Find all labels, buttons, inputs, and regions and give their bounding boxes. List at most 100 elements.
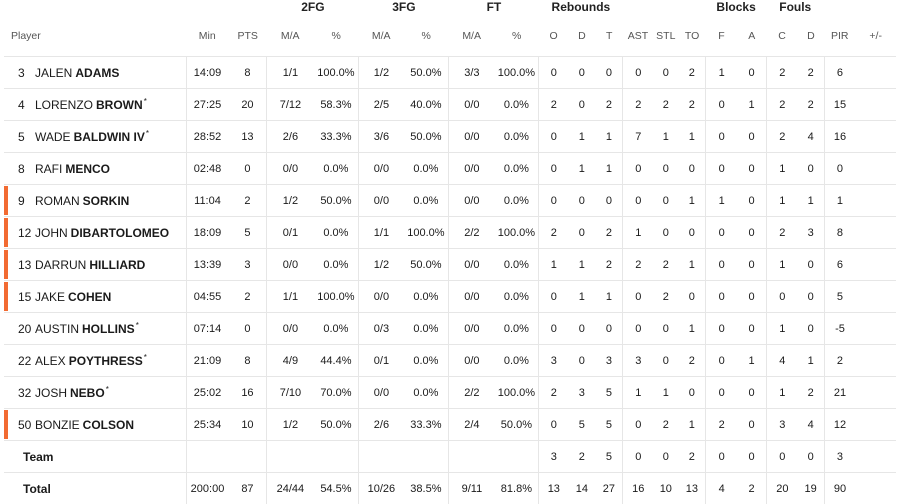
stat-fg2-pct: 100.0% bbox=[313, 281, 359, 313]
player-last-name[interactable]: DIBARTOLOMEO bbox=[71, 226, 169, 240]
player-last-name[interactable]: COLSON bbox=[83, 418, 134, 432]
col-blk-f[interactable]: F bbox=[706, 16, 737, 57]
stat-min: 18:09 bbox=[186, 217, 228, 249]
player-last-name[interactable]: HILLIARD bbox=[89, 258, 145, 272]
col-3fg-ma[interactable]: M/A bbox=[359, 16, 403, 57]
stat-blk-f: 4 bbox=[706, 473, 737, 504]
player-first-name: JALEN bbox=[35, 66, 72, 80]
col-2fg-ma[interactable]: M/A bbox=[267, 16, 314, 57]
stat-pts: 10 bbox=[228, 409, 266, 441]
player-last-name[interactable]: SORKIN bbox=[83, 194, 130, 208]
player-last-name[interactable]: COHEN bbox=[68, 290, 111, 304]
stat-ft-ma: 0/0 bbox=[449, 313, 495, 345]
stat-to: 1 bbox=[678, 121, 705, 153]
stat-ft-pct: 0.0% bbox=[494, 281, 539, 313]
group-rebounds: Rebounds bbox=[539, 0, 623, 16]
col-ft-ma[interactable]: M/A bbox=[449, 16, 495, 57]
player-last-name[interactable]: POYTHRESS bbox=[69, 354, 143, 368]
stat-pir: 90 bbox=[824, 473, 855, 504]
col-reb-t[interactable]: T bbox=[596, 16, 623, 57]
stat-blk-a: 0 bbox=[737, 57, 766, 89]
stat-foul-d: 2 bbox=[798, 89, 824, 121]
stat-fg2-ma: 7/12 bbox=[267, 89, 314, 121]
stat-pir: 3 bbox=[824, 441, 855, 473]
col-pir[interactable]: PIR bbox=[824, 16, 855, 57]
col-reb-d[interactable]: D bbox=[568, 16, 595, 57]
col-foul-c[interactable]: C bbox=[766, 16, 797, 57]
col-3fg-pct[interactable]: % bbox=[403, 16, 449, 57]
player-last-name[interactable]: NEBO bbox=[70, 386, 105, 400]
stat-fg2-ma: 0/0 bbox=[267, 249, 314, 281]
col-to[interactable]: TO bbox=[678, 16, 705, 57]
player-last-name[interactable]: BALDWIN IV bbox=[74, 130, 145, 144]
stat-ast: 0 bbox=[623, 313, 653, 345]
col-blk-a[interactable]: A bbox=[737, 16, 766, 57]
stat-stl: 10 bbox=[653, 473, 678, 504]
player-number: 22 bbox=[18, 354, 32, 368]
stat-ft-pct: 0.0% bbox=[494, 185, 539, 217]
stat-fg2-pct: 44.4% bbox=[313, 345, 359, 377]
col-2fg-pct[interactable]: % bbox=[313, 16, 359, 57]
stat-foul-c: 2 bbox=[766, 57, 797, 89]
stat-ft-pct: 0.0% bbox=[494, 153, 539, 185]
col-player[interactable]: Player bbox=[4, 16, 186, 57]
stat-ft-ma: 0/0 bbox=[449, 153, 495, 185]
stat-reb-t: 5 bbox=[596, 377, 623, 409]
stat-foul-d: 1 bbox=[798, 185, 824, 217]
player-last-name[interactable]: BROWN bbox=[96, 98, 143, 112]
stat-blk-a: 0 bbox=[737, 313, 766, 345]
stat-blk-a: 0 bbox=[737, 217, 766, 249]
stat-min: 14:09 bbox=[186, 57, 228, 89]
stat-fg2-pct: 0.0% bbox=[313, 153, 359, 185]
col-plus-minus[interactable]: +/- bbox=[855, 16, 896, 57]
stat-pm bbox=[855, 281, 896, 313]
col-reb-o[interactable]: O bbox=[539, 16, 568, 57]
player-last-name[interactable]: ADAMS bbox=[75, 66, 119, 80]
stat-pts: 8 bbox=[228, 57, 266, 89]
player-last-name[interactable]: HOLLINS bbox=[82, 322, 135, 336]
stat-pm bbox=[855, 249, 896, 281]
player-first-name: ALEX bbox=[35, 354, 66, 368]
col-min[interactable]: Min bbox=[186, 16, 228, 57]
col-ft-pct[interactable]: % bbox=[494, 16, 539, 57]
stat-fg3-ma: 0/1 bbox=[359, 345, 403, 377]
player-first-name: WADE bbox=[35, 130, 71, 144]
stat-foul-c: 0 bbox=[766, 281, 797, 313]
col-ast[interactable]: AST bbox=[623, 16, 653, 57]
stat-reb-d: 0 bbox=[568, 89, 595, 121]
stat-min: 28:52 bbox=[186, 121, 228, 153]
player-last-name[interactable]: MENCO bbox=[65, 162, 110, 176]
col-foul-d[interactable]: D bbox=[798, 16, 824, 57]
col-stl[interactable]: STL bbox=[653, 16, 678, 57]
stat-ast: 1 bbox=[623, 217, 653, 249]
stat-blk-a: 2 bbox=[737, 473, 766, 504]
group-blocks: Blocks bbox=[706, 0, 767, 16]
stat-fg2-ma: 1/2 bbox=[267, 409, 314, 441]
col-pts[interactable]: PTS bbox=[228, 16, 266, 57]
stat-ft-pct: 100.0% bbox=[494, 217, 539, 249]
